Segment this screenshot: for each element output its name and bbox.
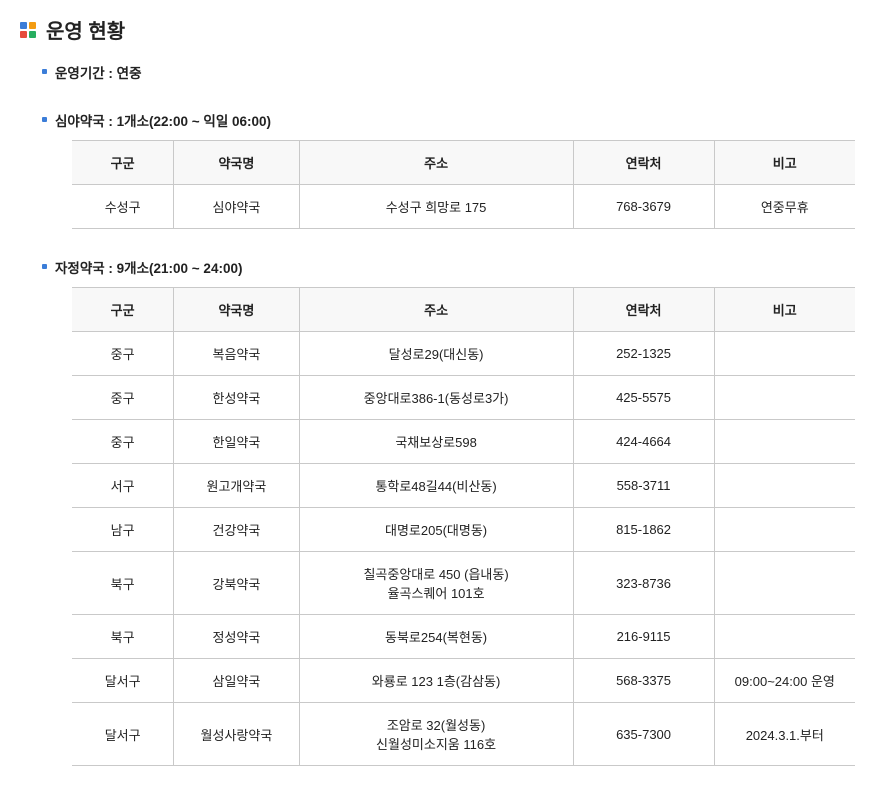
grid-squares-icon — [20, 22, 36, 38]
section-night: 심야약국 : 1개소(22:00 ~ 익일 06:00) 구군 약국명 주소 연… — [20, 110, 855, 229]
period-label: 운영기간 : 연중 — [55, 62, 142, 82]
table-header-row: 구군 약국명 주소 연락처 비고 — [72, 141, 855, 185]
cell-tel: 252-1325 — [573, 332, 714, 376]
cell-tel: 815-1862 — [573, 508, 714, 552]
table-row: 북구정성약국동북로254(복현동)216-9115 — [72, 615, 855, 659]
cell-note: 연중무휴 — [714, 185, 855, 229]
cell-tel: 323-8736 — [573, 552, 714, 615]
cell-tel: 425-5575 — [573, 376, 714, 420]
cell-addr: 통학로48길44(비산동) — [299, 464, 573, 508]
night-line: 심야약국 : 1개소(22:00 ~ 익일 06:00) — [42, 110, 855, 130]
cell-district: 중구 — [72, 420, 174, 464]
table-row: 중구한성약국중앙대로386-1(동성로3가)425-5575 — [72, 376, 855, 420]
cell-tel: 558-3711 — [573, 464, 714, 508]
cell-addr: 대명로205(대명동) — [299, 508, 573, 552]
th-district: 구군 — [72, 141, 174, 185]
cell-name: 한성약국 — [174, 376, 299, 420]
cell-district: 북구 — [72, 615, 174, 659]
cell-tel: 424-4664 — [573, 420, 714, 464]
cell-district: 수성구 — [72, 185, 174, 229]
th-addr: 주소 — [299, 141, 573, 185]
th-district: 구군 — [72, 288, 174, 332]
th-tel: 연락처 — [573, 288, 714, 332]
cell-name: 원고개약국 — [174, 464, 299, 508]
cell-note: 2024.3.1.부터 — [714, 703, 855, 766]
cell-tel: 216-9115 — [573, 615, 714, 659]
page-title: 운영 현황 — [20, 15, 855, 44]
table-row: 달서구월성사랑약국조암로 32(월성동)신월성미소지움 116호635-7300… — [72, 703, 855, 766]
table-row: 남구건강약국대명로205(대명동)815-1862 — [72, 508, 855, 552]
table-header-row: 구군 약국명 주소 연락처 비고 — [72, 288, 855, 332]
table-row: 서구원고개약국통학로48길44(비산동)558-3711 — [72, 464, 855, 508]
cell-note: 09:00~24:00 운영 — [714, 659, 855, 703]
cell-note — [714, 376, 855, 420]
cell-note — [714, 332, 855, 376]
cell-tel: 568-3375 — [573, 659, 714, 703]
cell-addr: 중앙대로386-1(동성로3가) — [299, 376, 573, 420]
cell-note — [714, 552, 855, 615]
section-period: 운영기간 : 연중 — [20, 62, 855, 82]
bullet-icon — [42, 264, 47, 269]
th-note: 비고 — [714, 288, 855, 332]
midnight-table: 구군 약국명 주소 연락처 비고 중구복음약국달성로29(대신동)252-132… — [72, 287, 855, 766]
table-row: 수성구심야약국수성구 희망로 175768-3679연중무휴 — [72, 185, 855, 229]
cell-district: 중구 — [72, 376, 174, 420]
th-name: 약국명 — [174, 288, 299, 332]
table-row: 중구한일약국국채보상로598424-4664 — [72, 420, 855, 464]
cell-addr: 달성로29(대신동) — [299, 332, 573, 376]
cell-addr: 동북로254(복현동) — [299, 615, 573, 659]
period-line: 운영기간 : 연중 — [42, 62, 855, 82]
cell-tel: 768-3679 — [573, 185, 714, 229]
cell-addr: 수성구 희망로 175 — [299, 185, 573, 229]
cell-addr: 칠곡중앙대로 450 (읍내동)율곡스퀘어 101호 — [299, 552, 573, 615]
table-row: 북구강북약국칠곡중앙대로 450 (읍내동)율곡스퀘어 101호323-8736 — [72, 552, 855, 615]
cell-name: 건강약국 — [174, 508, 299, 552]
cell-district: 달서구 — [72, 703, 174, 766]
cell-name: 정성약국 — [174, 615, 299, 659]
section-midnight: 자정약국 : 9개소(21:00 ~ 24:00) 구군 약국명 주소 연락처 … — [20, 257, 855, 766]
cell-district: 북구 — [72, 552, 174, 615]
cell-addr: 국채보상로598 — [299, 420, 573, 464]
midnight-label: 자정약국 : 9개소(21:00 ~ 24:00) — [55, 257, 242, 277]
cell-name: 삼일약국 — [174, 659, 299, 703]
cell-district: 중구 — [72, 332, 174, 376]
cell-addr: 조암로 32(월성동)신월성미소지움 116호 — [299, 703, 573, 766]
table-row: 중구복음약국달성로29(대신동)252-1325 — [72, 332, 855, 376]
cell-name: 강북약국 — [174, 552, 299, 615]
cell-note — [714, 615, 855, 659]
th-name: 약국명 — [174, 141, 299, 185]
cell-name: 복음약국 — [174, 332, 299, 376]
cell-note — [714, 464, 855, 508]
bullet-icon — [42, 69, 47, 74]
cell-name: 월성사랑약국 — [174, 703, 299, 766]
cell-note — [714, 508, 855, 552]
cell-name: 한일약국 — [174, 420, 299, 464]
cell-name: 심야약국 — [174, 185, 299, 229]
page-title-text: 운영 현황 — [46, 15, 125, 44]
cell-note — [714, 420, 855, 464]
table-row: 달서구삼일약국와룡로 123 1층(감삼동)568-337509:00~24:0… — [72, 659, 855, 703]
cell-district: 남구 — [72, 508, 174, 552]
cell-district: 달서구 — [72, 659, 174, 703]
cell-tel: 635-7300 — [573, 703, 714, 766]
th-note: 비고 — [714, 141, 855, 185]
th-addr: 주소 — [299, 288, 573, 332]
cell-addr: 와룡로 123 1층(감삼동) — [299, 659, 573, 703]
cell-district: 서구 — [72, 464, 174, 508]
midnight-line: 자정약국 : 9개소(21:00 ~ 24:00) — [42, 257, 855, 277]
th-tel: 연락처 — [573, 141, 714, 185]
night-label: 심야약국 : 1개소(22:00 ~ 익일 06:00) — [55, 110, 271, 130]
bullet-icon — [42, 117, 47, 122]
night-table: 구군 약국명 주소 연락처 비고 수성구심야약국수성구 희망로 175768-3… — [72, 140, 855, 229]
